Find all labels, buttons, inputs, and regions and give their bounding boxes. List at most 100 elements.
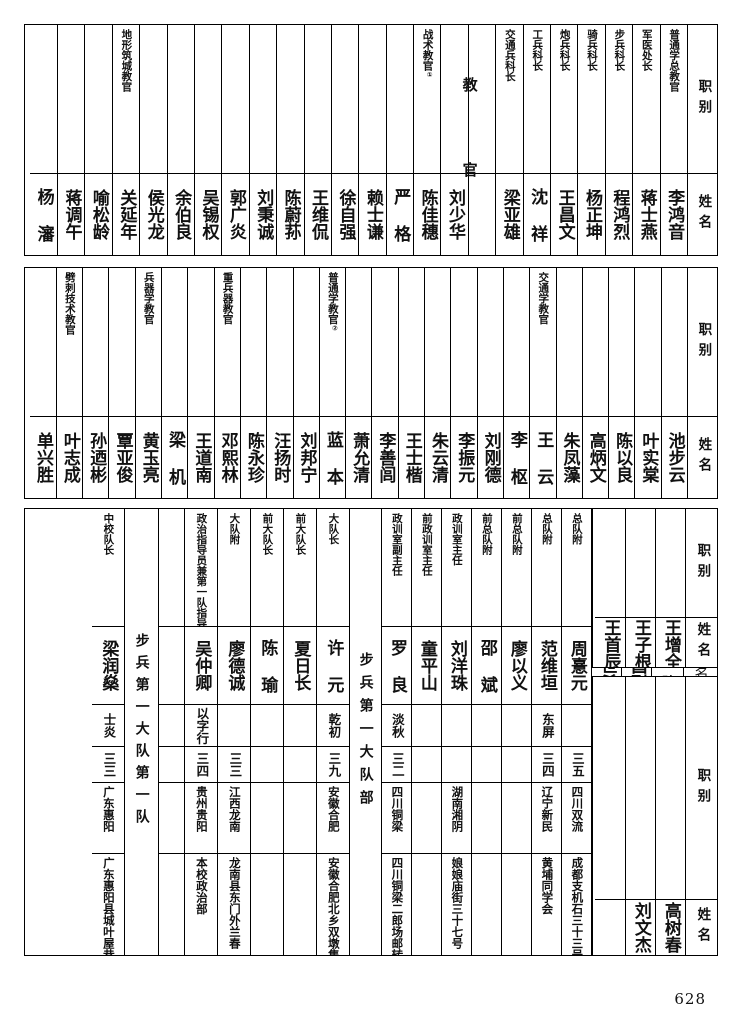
officer-column-7: 刘刚德 — [476, 268, 503, 498]
officer-role — [626, 677, 655, 899]
label-name: 姓名 — [688, 173, 717, 255]
roster-address: 本校政治部 — [185, 853, 217, 955]
spacer-cell — [159, 626, 184, 704]
officer-column-18: 余伯良 — [166, 25, 194, 255]
roster-origin: 安徽合肥 — [317, 781, 349, 854]
officer-column-19: 梁 机 — [161, 268, 188, 498]
officer-name: 喻松龄 — [85, 173, 112, 255]
roster-address: 四川铜梁二郎场邮转 — [382, 853, 411, 955]
roster-origin: 湖南湘阴 — [442, 781, 471, 854]
roster-name: 许 元 — [317, 626, 349, 704]
roster-age: 三五 — [562, 745, 591, 782]
officer-name: 王首辰 — [595, 617, 625, 667]
officer-role — [399, 268, 424, 416]
officer-column-1: 叶实棠 — [634, 268, 661, 498]
officer-name: 孙迺彬 — [83, 416, 109, 498]
roster-age: 三九 — [317, 745, 349, 782]
roster-role: 政训室主任 — [450, 513, 463, 566]
officer-name: 刘少华 — [441, 173, 468, 255]
roster-age — [472, 745, 501, 782]
column-header-labels: 职别 姓名 — [685, 509, 717, 667]
officer-role — [58, 25, 84, 173]
roster-column-hq-4: 前总队附 廖以义 — [501, 509, 531, 955]
officer-column-19: 侯光龙 — [139, 25, 167, 255]
officer-column-16: 陈永珍 — [239, 268, 267, 498]
roster-age — [284, 745, 316, 782]
officer-role: 步兵科长 — [613, 29, 626, 71]
officer-name: 王子根 — [626, 617, 655, 667]
officer-name: 余伯良 — [167, 173, 194, 255]
roster-name: 梁润燊 — [92, 626, 124, 704]
officer-name: 刘刚德 — [477, 416, 503, 498]
officer-column-1: 军医处长 蒋士燕 — [632, 25, 660, 255]
roster-origin — [412, 781, 441, 854]
roster-origin: 四川铜梁 — [382, 781, 411, 854]
spacer-column — [595, 677, 625, 955]
roster-age: 三二 — [382, 745, 411, 782]
officer-role — [85, 25, 111, 173]
officer-column-10: 王士楷 — [397, 268, 425, 498]
roster-role: 前大队长 — [294, 513, 307, 555]
officer-role — [425, 268, 450, 416]
officer-column-5: 工兵科长沈 祥 — [522, 25, 551, 255]
roster-role: 大队附 — [228, 513, 241, 545]
officer-name: 池步云 — [661, 416, 687, 498]
officer-role — [359, 25, 385, 173]
officer-role — [294, 268, 319, 416]
officer-name: 王维侃 — [304, 173, 331, 255]
officer-role — [656, 677, 685, 899]
officer-role — [557, 268, 582, 416]
officer-name: 蒋士燕 — [633, 173, 660, 255]
roster-origin — [502, 781, 531, 854]
officer-role — [250, 25, 276, 173]
officer-role: 劈刺技术教官 — [63, 272, 76, 335]
name-column-1: 王子根 — [625, 509, 655, 667]
roster-name: 刘洋珠 — [442, 626, 471, 704]
officer-column-22: 孙迺彬 — [82, 268, 109, 498]
officer-name: 李鸿音 — [660, 173, 687, 255]
roster-name: 廖德诚 — [218, 626, 250, 704]
name-column-0: 高树春 — [655, 677, 685, 955]
officer-role — [451, 268, 476, 416]
officer-role — [195, 25, 221, 173]
spacer-cell — [159, 704, 184, 746]
group-label-company-cell: 步兵第一大队第一队 — [133, 633, 150, 831]
name-column-0: 王增全 — [655, 509, 685, 667]
roster-alias: 淡秋 — [382, 704, 411, 746]
officer-role — [372, 268, 397, 416]
roster-role: 中校队长 — [102, 513, 115, 555]
officer-role — [504, 268, 529, 416]
officer-column-17: 吴锡权 — [193, 25, 222, 255]
roster-alias — [502, 704, 531, 746]
roster-role: 前总队附 — [480, 513, 493, 555]
officer-role — [305, 25, 331, 173]
officer-role — [162, 268, 187, 416]
officer-column-6: 李 枢 — [502, 268, 530, 498]
officer-column-18: 王道南 — [187, 268, 214, 498]
officer-column-20: 地形筑城教官 关延年 — [111, 25, 140, 255]
officer-name: 王道南 — [188, 416, 214, 498]
officer-column-17: 重兵器教官 邓熙林 — [213, 268, 240, 498]
officer-name: 李振元 — [451, 416, 477, 498]
roster-role: 大队长 — [327, 513, 340, 545]
roster-column-bn-0: 大队长许 元乾初 三九 安徽合肥 安徽合肥北乡双墩集 — [316, 509, 349, 955]
column-header-labels: 职别 姓名 — [687, 268, 717, 498]
officer-column-5: 交通学教官王 云 — [529, 268, 556, 498]
spacer-cell — [159, 781, 184, 854]
officer-role — [609, 268, 634, 416]
officer-column-12: 萧允清 — [345, 268, 372, 498]
officer-role — [346, 268, 371, 416]
officer-role — [140, 25, 166, 173]
officer-role: 普通学总教官 — [668, 29, 681, 92]
officer-role — [188, 268, 213, 416]
roster-role: 前总队附 — [510, 513, 523, 555]
roster-role: 总队附 — [540, 513, 553, 545]
officer-name: 王增全 — [656, 617, 685, 667]
label-name: 姓名 — [686, 899, 717, 955]
roster-column-hq-8: 政训室副主任罗 良淡秋 三二 四川铜梁 四川铜梁二郎场邮转 — [381, 509, 411, 955]
officer-name: 赖士谦 — [359, 173, 386, 255]
label-role: 职别 — [694, 767, 711, 809]
officer-column-6: 交通兵科长 梁亚雄 — [495, 25, 523, 255]
officer-role — [109, 268, 134, 416]
